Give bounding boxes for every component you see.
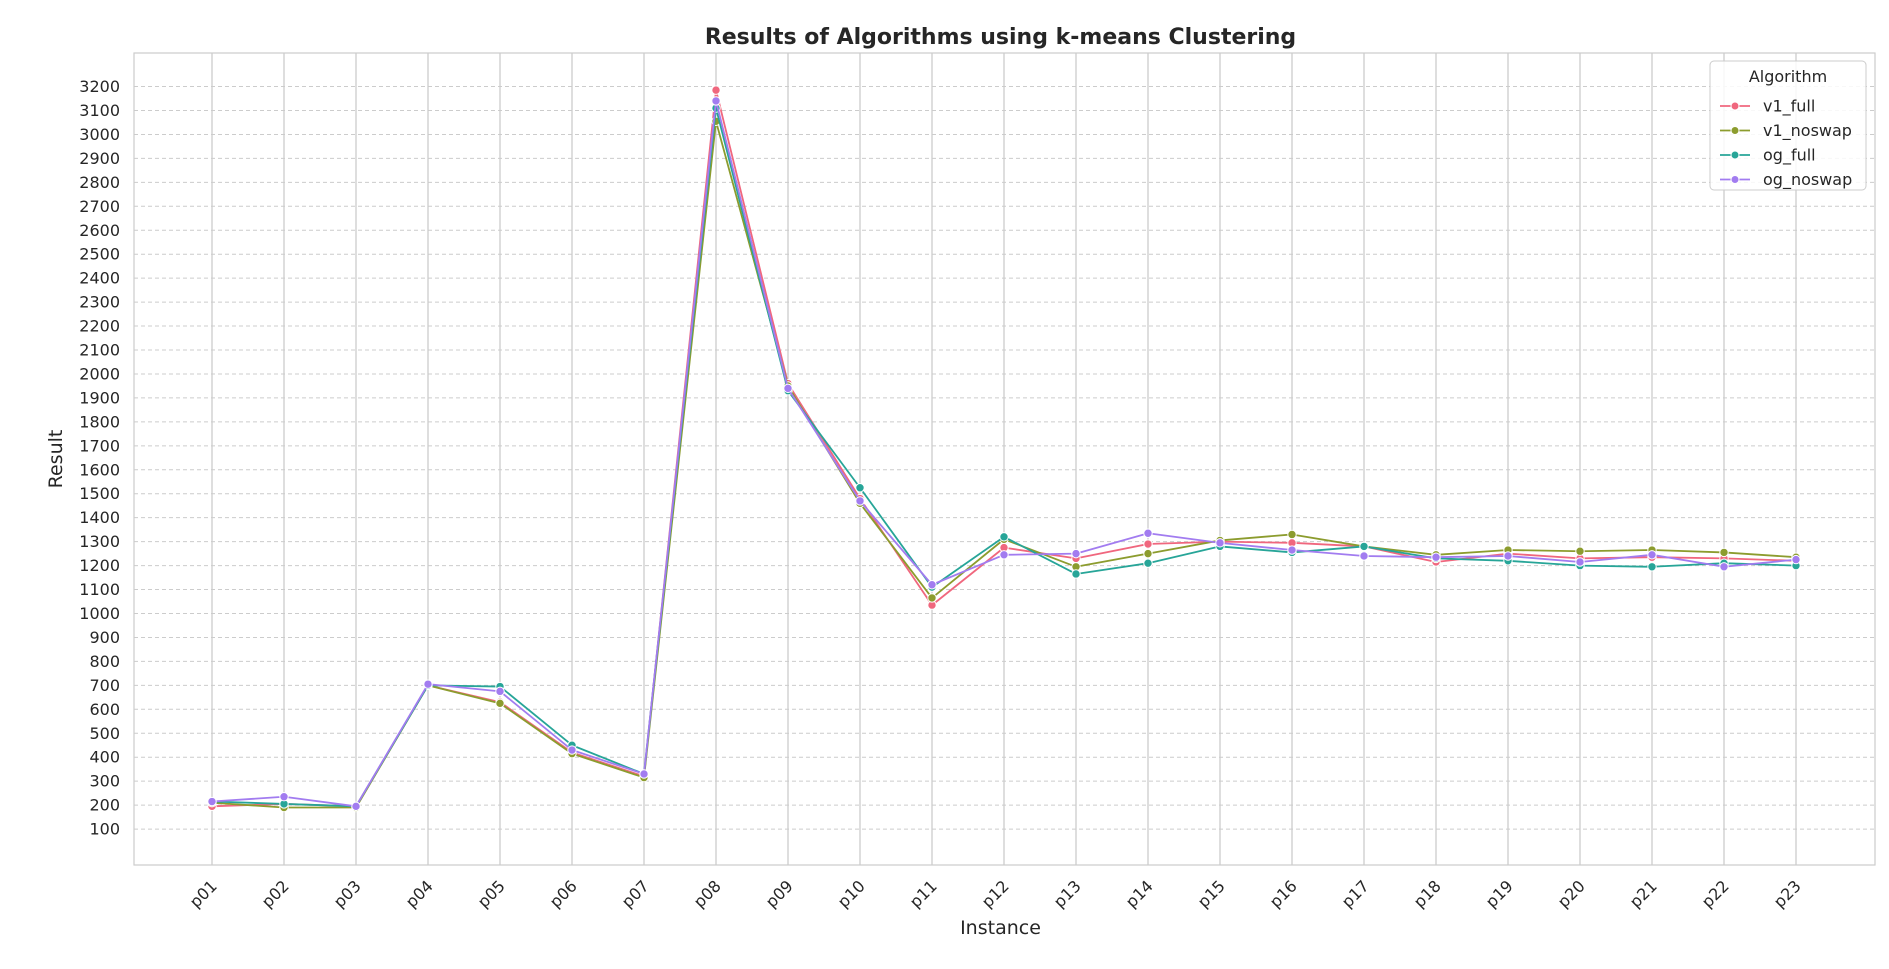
legend-label: og_noswap — [1763, 170, 1852, 190]
legend-item-v1_full: v1_full — [1720, 97, 1815, 117]
y-tick-label: 400 — [89, 748, 120, 767]
data-point-og_full-p12 — [999, 532, 1009, 542]
data-point-og_noswap-p04 — [423, 679, 433, 689]
data-point-og_noswap-p16 — [1287, 545, 1297, 555]
y-tick-label: 200 — [89, 796, 120, 815]
legend-item-og_full: og_full — [1720, 146, 1816, 166]
data-point-v1_noswap-p05 — [495, 698, 505, 709]
y-tick-label: 3200 — [79, 77, 120, 96]
legend-label: v1_noswap — [1763, 121, 1852, 141]
legend-marker — [1730, 150, 1740, 160]
data-point-og_noswap-p07 — [639, 769, 649, 779]
plot-frame — [133, 52, 1876, 866]
y-tick-label: 1700 — [79, 436, 120, 455]
data-point-og_noswap-p19 — [1503, 551, 1513, 561]
legend-item-v1_noswap: v1_noswap — [1720, 121, 1852, 141]
y-tick-label: 900 — [89, 628, 120, 647]
data-point-og_noswap-p11 — [927, 580, 937, 590]
data-point-og_noswap-p03 — [351, 801, 361, 812]
data-point-og_noswap-p09 — [783, 383, 793, 394]
data-point-v1_noswap-p11 — [927, 593, 937, 603]
data-point-og_noswap-p21 — [1647, 550, 1657, 560]
y-tick-label: 600 — [89, 700, 120, 719]
data-point-og_noswap-p08 — [711, 96, 721, 106]
y-tick-label: 2900 — [79, 149, 120, 168]
legend-items: v1_full v1_noswap og_full og_noswap — [1720, 97, 1852, 190]
legend-label: og_full — [1763, 146, 1816, 166]
data-point-og_noswap-p01 — [207, 796, 217, 807]
data-point-og_noswap-p20 — [1575, 557, 1585, 567]
series — [207, 85, 1801, 813]
y-tick-label: 3100 — [79, 101, 120, 120]
data-point-og_noswap-p05 — [495, 686, 505, 697]
grid — [134, 53, 1875, 865]
y-tick-label: 2500 — [79, 245, 120, 264]
data-point-og_noswap-p17 — [1359, 551, 1369, 561]
data-point-v1_noswap-p14 — [1143, 548, 1153, 559]
data-point-v1_noswap-p20 — [1575, 546, 1585, 556]
data-point-og_noswap-p12 — [999, 550, 1009, 560]
y-axis-label: Result — [45, 430, 67, 489]
legend-title: Algorithm — [1749, 67, 1827, 86]
data-point-v1_noswap-p16 — [1287, 529, 1297, 540]
y-tick-label: 700 — [89, 676, 120, 695]
y-tick-label: 2300 — [79, 293, 120, 312]
legend-label: v1_full — [1763, 97, 1815, 117]
legend-marker — [1730, 175, 1740, 184]
y-tick-label: 1200 — [79, 556, 120, 575]
data-point-og_full-p14 — [1143, 558, 1153, 568]
legend-marker — [1730, 101, 1740, 111]
y-tick-label: 1000 — [79, 604, 120, 623]
chart-title: Results of Algorithms using k-means Clus… — [705, 25, 1296, 50]
data-point-og_noswap-p22 — [1719, 562, 1729, 572]
data-point-og_noswap-p23 — [1791, 554, 1801, 565]
y-tick-label: 2400 — [79, 269, 120, 288]
y-tick-label: 800 — [89, 652, 120, 671]
y-tick-label: 2100 — [79, 341, 120, 360]
y-tick-label: 300 — [89, 772, 120, 791]
y-tick-label: 2000 — [79, 364, 120, 383]
data-point-v1_noswap-p22 — [1719, 547, 1729, 558]
data-point-og_noswap-p06 — [567, 745, 577, 755]
data-point-og_noswap-p13 — [1071, 548, 1081, 559]
legend-marker — [1730, 126, 1740, 135]
data-point-og_full-p21 — [1647, 562, 1657, 572]
data-point-og_full-p17 — [1359, 541, 1369, 552]
y-tick-label: 3000 — [79, 125, 120, 144]
y-tick-label: 1900 — [79, 388, 120, 407]
legend-item-og_noswap: og_noswap — [1720, 170, 1852, 190]
data-point-v1_full-p14 — [1143, 539, 1153, 549]
data-point-og_noswap-p14 — [1143, 528, 1153, 538]
y-tick-label: 1100 — [79, 580, 120, 599]
y-tick-label: 2700 — [79, 197, 120, 216]
y-tick-label: 2800 — [79, 173, 120, 192]
y-tick-label: 1300 — [79, 532, 120, 551]
data-point-og_noswap-p15 — [1215, 538, 1225, 548]
data-point-v1_full-p08 — [711, 85, 721, 95]
y-tick-label: 2600 — [79, 221, 120, 240]
y-tick-label: 1800 — [79, 412, 120, 431]
y-tick-label: 1400 — [79, 508, 120, 527]
y-tick-label: 1500 — [79, 484, 120, 503]
data-point-og_noswap-p10 — [855, 496, 865, 506]
y-tick-label: 2200 — [79, 317, 120, 336]
series-og_noswap — [207, 96, 1801, 812]
x-axis-label: Instance — [960, 917, 1041, 939]
data-point-og_full-p13 — [1071, 569, 1081, 579]
y-tick-label: 500 — [89, 724, 120, 743]
data-point-og_noswap-p02 — [279, 792, 289, 802]
legend-box — [1709, 60, 1867, 191]
y-tick-label: 100 — [89, 820, 120, 839]
data-point-og_full-p10 — [855, 483, 865, 493]
y-tick-label: 1600 — [79, 460, 120, 479]
data-point-og_noswap-p18 — [1431, 552, 1441, 562]
y-axis-ticks: 100 200 300 400 500 600 700 800 900 1000 1100 1200 1… — [79, 77, 120, 839]
legend: Algorithm v1_full v1_noswap og_full og_nosw… — [1709, 60, 1867, 191]
